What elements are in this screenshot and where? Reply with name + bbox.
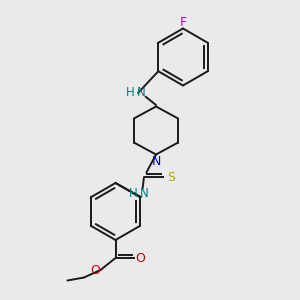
Text: O: O	[90, 264, 100, 278]
Text: H: H	[126, 85, 135, 99]
Text: N: N	[136, 85, 146, 99]
Text: N: N	[152, 154, 161, 168]
Text: S: S	[167, 170, 175, 184]
Text: H: H	[129, 187, 138, 200]
Text: F: F	[179, 16, 187, 29]
Text: O: O	[136, 251, 145, 265]
Text: N: N	[140, 187, 149, 200]
